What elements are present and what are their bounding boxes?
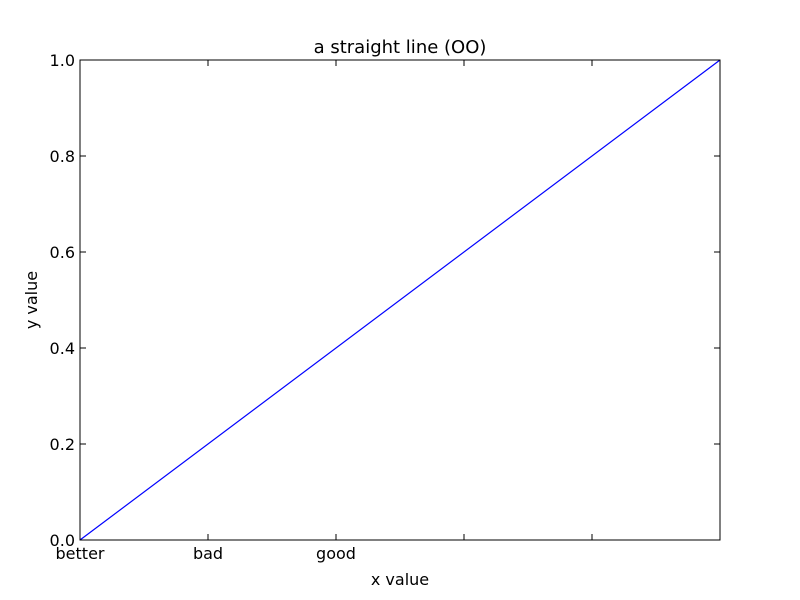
x-tick-label: good <box>316 544 356 563</box>
plot-area-frame <box>79 59 721 541</box>
x-axis-ticks: better bad good <box>56 60 721 563</box>
series-line-0 <box>79 59 721 541</box>
y-axis-ticks: 0.0 0.2 0.4 0.6 0.8 1.0 <box>50 51 720 550</box>
y-tick-label: 0.0 <box>50 531 75 550</box>
y-tick-label: 1.0 <box>50 51 75 70</box>
y-axis-label: y value <box>22 271 41 329</box>
x-tick-label: bad <box>193 544 223 563</box>
y-tick-label: 0.6 <box>50 243 75 262</box>
y-tick-label: 0.2 <box>50 435 75 454</box>
x-axis-label: x value <box>371 570 429 589</box>
series-layer <box>79 59 721 541</box>
y-tick-label: 0.4 <box>50 339 75 358</box>
x-tick-label: better <box>56 544 105 563</box>
chart-title: a straight line (OO) <box>314 37 487 58</box>
y-tick-label: 0.8 <box>50 147 75 166</box>
